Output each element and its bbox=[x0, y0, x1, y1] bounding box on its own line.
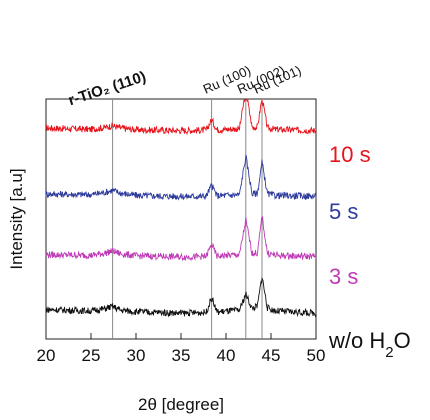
series-label-3: w/o H2O bbox=[328, 328, 411, 361]
plot-frame bbox=[45, 98, 317, 340]
x-tick-label-3: 35 bbox=[172, 346, 191, 365]
x-tick-label-6: 50 bbox=[307, 346, 326, 365]
x-axis-label: 2θ [degree] bbox=[138, 395, 224, 414]
x-tick-label-1: 25 bbox=[82, 346, 101, 365]
series-label-1: 5 s bbox=[329, 199, 358, 224]
series-line-0 bbox=[45, 98, 317, 136]
series-line-3 bbox=[45, 276, 317, 318]
x-tick-label-2: 30 bbox=[127, 346, 146, 365]
x-tick-label-4: 40 bbox=[217, 346, 236, 365]
y-axis-label: Intensity [a.u] bbox=[7, 168, 26, 269]
series-line-1 bbox=[45, 154, 317, 201]
peak-label-0: r-TiO₂ (110) bbox=[66, 68, 148, 109]
x-tick-label-0: 20 bbox=[37, 346, 56, 365]
series-label-2: 3 s bbox=[329, 264, 358, 289]
series-label-0: 10 s bbox=[329, 142, 371, 167]
series-line-2 bbox=[45, 216, 317, 262]
x-tick-label-5: 45 bbox=[262, 346, 281, 365]
